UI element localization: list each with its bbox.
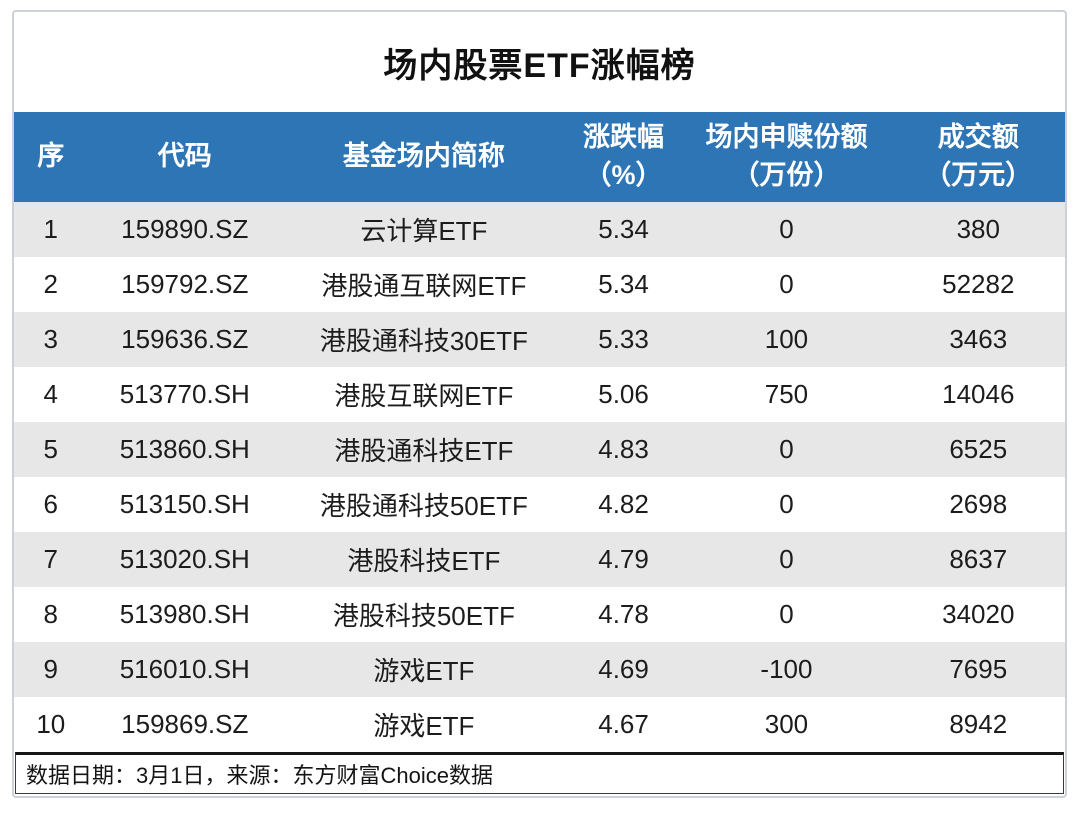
data-source-note: 数据日期：3月1日，来源：东方财富Choice数据	[15, 752, 1064, 794]
turnover-cell: 14046	[942, 379, 1015, 409]
code-cell: 513150.SH	[119, 489, 250, 519]
code-cell: 513860.SH	[119, 434, 250, 464]
column-label: 序	[37, 141, 65, 172]
code-cell: 513770.SH	[119, 379, 250, 409]
fund-name-cell: 港股通科技50ETF	[319, 491, 528, 521]
table-row: 9 516010.SH 游戏ETF 4.69 -100 7695	[14, 642, 1065, 697]
column-header-fund-name: 基金场内简称	[281, 112, 566, 202]
redemption-shares-cell: 0	[779, 214, 794, 244]
rank-cell: 10	[36, 709, 66, 739]
change-pct-cell: 4.83	[598, 434, 649, 464]
table-row: 5 513860.SH 港股通科技ETF 4.83 0 6525	[14, 422, 1065, 477]
redemption-shares-cell: 100	[764, 324, 809, 354]
column-label: 基金场内简称	[342, 141, 505, 172]
rank-cell: 7	[43, 544, 59, 574]
fund-name-cell: 游戏ETF	[373, 711, 475, 741]
column-header-code: 代码	[87, 112, 282, 202]
column-label: 场内申赎份额	[705, 122, 868, 153]
turnover-cell: 2698	[949, 489, 1008, 519]
table-row: 6 513150.SH 港股通科技50ETF 4.82 0 2698	[14, 477, 1065, 532]
redemption-shares-cell: 0	[779, 269, 794, 299]
table-row: 4 513770.SH 港股互联网ETF 5.06 750 14046	[14, 367, 1065, 422]
change-pct-cell: 4.82	[598, 489, 649, 519]
table-row: 7 513020.SH 港股科技ETF 4.79 0 8637	[14, 532, 1065, 587]
change-pct-cell: 4.79	[598, 544, 649, 574]
rank-cell: 1	[43, 214, 59, 244]
change-pct-cell: 5.06	[598, 379, 649, 409]
code-cell: 159890.SZ	[121, 214, 249, 244]
rank-cell: 9	[43, 654, 59, 684]
code-cell: 513020.SH	[119, 544, 250, 574]
rank-cell: 3	[43, 324, 59, 354]
rank-cell: 6	[43, 489, 59, 519]
redemption-shares-cell: 300	[764, 709, 809, 739]
fund-name-cell: 港股互联网ETF	[334, 381, 514, 411]
fund-name-cell: 港股通科技ETF	[334, 436, 514, 466]
redemption-shares-cell: -100	[760, 654, 813, 684]
redemption-shares-cell: 0	[779, 599, 794, 629]
redemption-shares-cell: 0	[779, 544, 794, 574]
fund-name-cell: 港股科技ETF	[347, 546, 501, 576]
change-pct-cell: 4.67	[598, 709, 649, 739]
etf-ranking-card: 场内股票ETF涨幅榜 序 代码 基金场内简称	[12, 10, 1067, 798]
column-label: 涨跌幅	[583, 122, 665, 153]
code-cell: 513980.SH	[119, 599, 250, 629]
fund-name-cell: 港股通科技30ETF	[319, 326, 528, 356]
rank-cell: 5	[43, 434, 59, 464]
header-row: 序 代码 基金场内简称 涨跌幅 （%） 场内申赎份额 （万份）	[14, 112, 1065, 202]
table-row: 8 513980.SH 港股科技50ETF 4.78 0 34020	[14, 587, 1065, 642]
fund-name-cell: 港股通互联网ETF	[321, 271, 527, 301]
column-header-redemption-shares: 场内申赎份额 （万份）	[681, 112, 892, 202]
rank-cell: 2	[43, 269, 59, 299]
turnover-cell: 6525	[949, 434, 1008, 464]
fund-name-cell: 云计算ETF	[360, 216, 488, 246]
fund-name-cell: 港股科技50ETF	[332, 601, 515, 631]
table-body: 1 159890.SZ 云计算ETF 5.34 0 380 2 159792.SZ 港股通互联网…	[14, 202, 1065, 752]
column-unit: （万元）	[924, 160, 1033, 190]
column-header-turnover: 成交额 （万元）	[891, 112, 1065, 202]
redemption-shares-cell: 0	[779, 489, 794, 519]
change-pct-cell: 4.69	[598, 654, 649, 684]
table-header: 序 代码 基金场内简称 涨跌幅 （%） 场内申赎份额 （万份）	[14, 112, 1065, 202]
turnover-cell: 8637	[949, 544, 1008, 574]
table-row: 3 159636.SZ 港股通科技30ETF 5.33 100 3463	[14, 312, 1065, 367]
column-header-rank: 序	[14, 112, 88, 202]
column-unit: （万份）	[732, 160, 841, 190]
change-pct-cell: 5.34	[598, 214, 649, 244]
turnover-cell: 3463	[949, 324, 1008, 354]
change-pct-cell: 5.33	[598, 324, 649, 354]
turnover-cell: 8942	[949, 709, 1008, 739]
table-row: 1 159890.SZ 云计算ETF 5.34 0 380	[14, 202, 1065, 257]
redemption-shares-cell: 0	[779, 434, 794, 464]
code-cell: 516010.SH	[119, 654, 250, 684]
etf-table: 序 代码 基金场内简称 涨跌幅 （%） 场内申赎份额 （万份）	[14, 112, 1065, 752]
rank-cell: 8	[43, 599, 59, 629]
column-header-change-pct: 涨跌幅 （%）	[565, 112, 682, 202]
rank-cell: 4	[43, 379, 59, 409]
code-cell: 159869.SZ	[121, 709, 249, 739]
fund-name-cell: 游戏ETF	[373, 656, 475, 686]
code-cell: 159792.SZ	[121, 269, 249, 299]
turnover-cell: 52282	[942, 269, 1015, 299]
page-title: 场内股票ETF涨幅榜	[383, 46, 696, 85]
turnover-cell: 34020	[942, 599, 1015, 629]
table-row: 2 159792.SZ 港股通互联网ETF 5.34 0 52282	[14, 257, 1065, 312]
redemption-shares-cell: 750	[764, 379, 809, 409]
turnover-cell: 380	[956, 214, 1000, 244]
column-label: 成交额	[937, 122, 1019, 153]
change-pct-cell: 5.34	[598, 269, 649, 299]
column-label: 代码	[157, 141, 212, 172]
code-cell: 159636.SZ	[121, 324, 249, 354]
turnover-cell: 7695	[949, 654, 1008, 684]
change-pct-cell: 4.78	[598, 599, 649, 629]
column-unit: （%）	[584, 160, 663, 190]
table-row: 10 159869.SZ 游戏ETF 4.67 300 8942	[14, 697, 1065, 752]
